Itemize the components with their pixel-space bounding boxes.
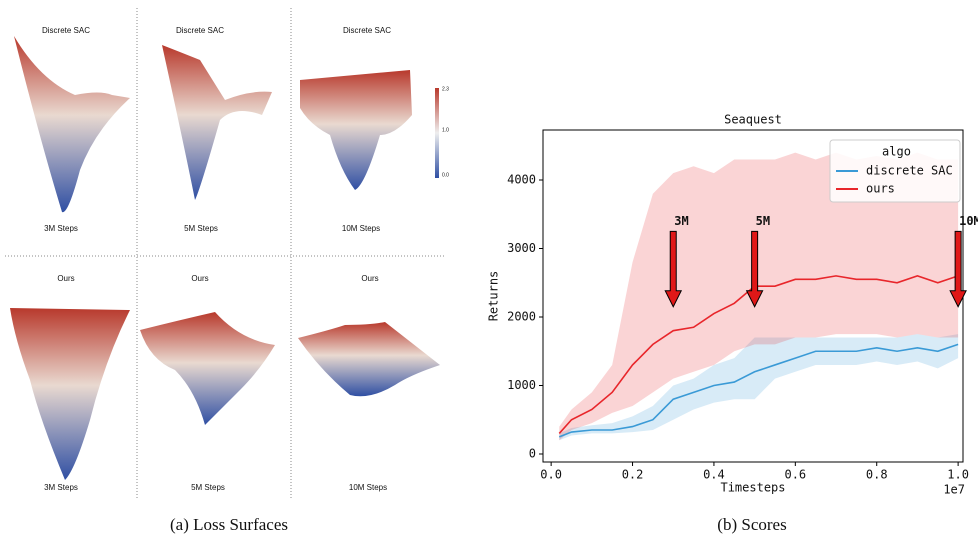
annotation-label: 3M: [674, 214, 688, 228]
annotation-arrow: [949, 230, 967, 308]
surface: [10, 308, 130, 480]
x-tick-label: 0.0: [540, 468, 562, 482]
surface: [300, 70, 412, 190]
x-tick-label: 0.4: [703, 468, 725, 482]
panel-title: Discrete SAC: [42, 26, 90, 35]
x-tick-label: 1.0: [947, 468, 969, 482]
x-offset-label: 1e7: [943, 483, 965, 497]
x-tick-label: 0.8: [866, 468, 888, 482]
x-axis-label: Timesteps: [720, 481, 785, 495]
legend-label: ours: [866, 182, 895, 196]
surface: [140, 312, 275, 425]
annotation-arrow: [664, 230, 683, 308]
panel-title: Ours: [361, 274, 378, 283]
annotation-label: 5M: [756, 214, 770, 228]
annotation-label: 10M: [959, 214, 978, 228]
panel-steps: 5M Steps: [184, 224, 218, 233]
legend-label: discrete SAC: [866, 164, 953, 178]
colorbar-label: 2.3: [442, 86, 449, 92]
y-tick-label: 0: [529, 446, 536, 460]
y-tick-label: 1000: [507, 378, 536, 392]
caption: (b) Scores: [717, 515, 786, 534]
panel-steps: 5M Steps: [191, 483, 225, 492]
panel-steps: 3M Steps: [44, 224, 78, 233]
x-tick-label: 0.2: [622, 468, 644, 482]
loss-surfaces-panel: 2.3 1.0 0.0 Discrete SAC Discrete SAC Di…: [5, 8, 449, 534]
surface: [14, 36, 130, 213]
y-axis-label: Returns: [487, 271, 501, 322]
caption: (a) Loss Surfaces: [170, 515, 288, 534]
colorbar-label: 0.0: [442, 172, 449, 178]
legend-title: algo: [882, 145, 911, 159]
panel-title: Ours: [57, 274, 74, 283]
y-tick-label: 4000: [507, 173, 536, 187]
surface: [298, 322, 440, 397]
panel-steps: 10M Steps: [342, 224, 380, 233]
chart-title: Seaquest: [724, 113, 782, 127]
annotation-arrow: [745, 230, 764, 308]
chart: Seaquest Timesteps Returns 1e7 (b) Scores 0.0…: [487, 113, 978, 534]
colorbar: [435, 88, 439, 178]
panel-title: Discrete SAC: [343, 26, 391, 35]
colorbar-label: 1.0: [442, 127, 449, 133]
y-tick-label: 2000: [507, 309, 536, 323]
panel-steps: 10M Steps: [349, 483, 387, 492]
surface: [162, 45, 272, 200]
x-tick-label: 0.6: [784, 468, 806, 482]
panel-title: Ours: [191, 274, 208, 283]
line: [558, 343, 959, 438]
panel-steps: 3M Steps: [44, 483, 78, 492]
y-tick-label: 3000: [507, 241, 536, 255]
legend-box: [829, 139, 961, 203]
panel-title: Discrete SAC: [176, 26, 224, 35]
